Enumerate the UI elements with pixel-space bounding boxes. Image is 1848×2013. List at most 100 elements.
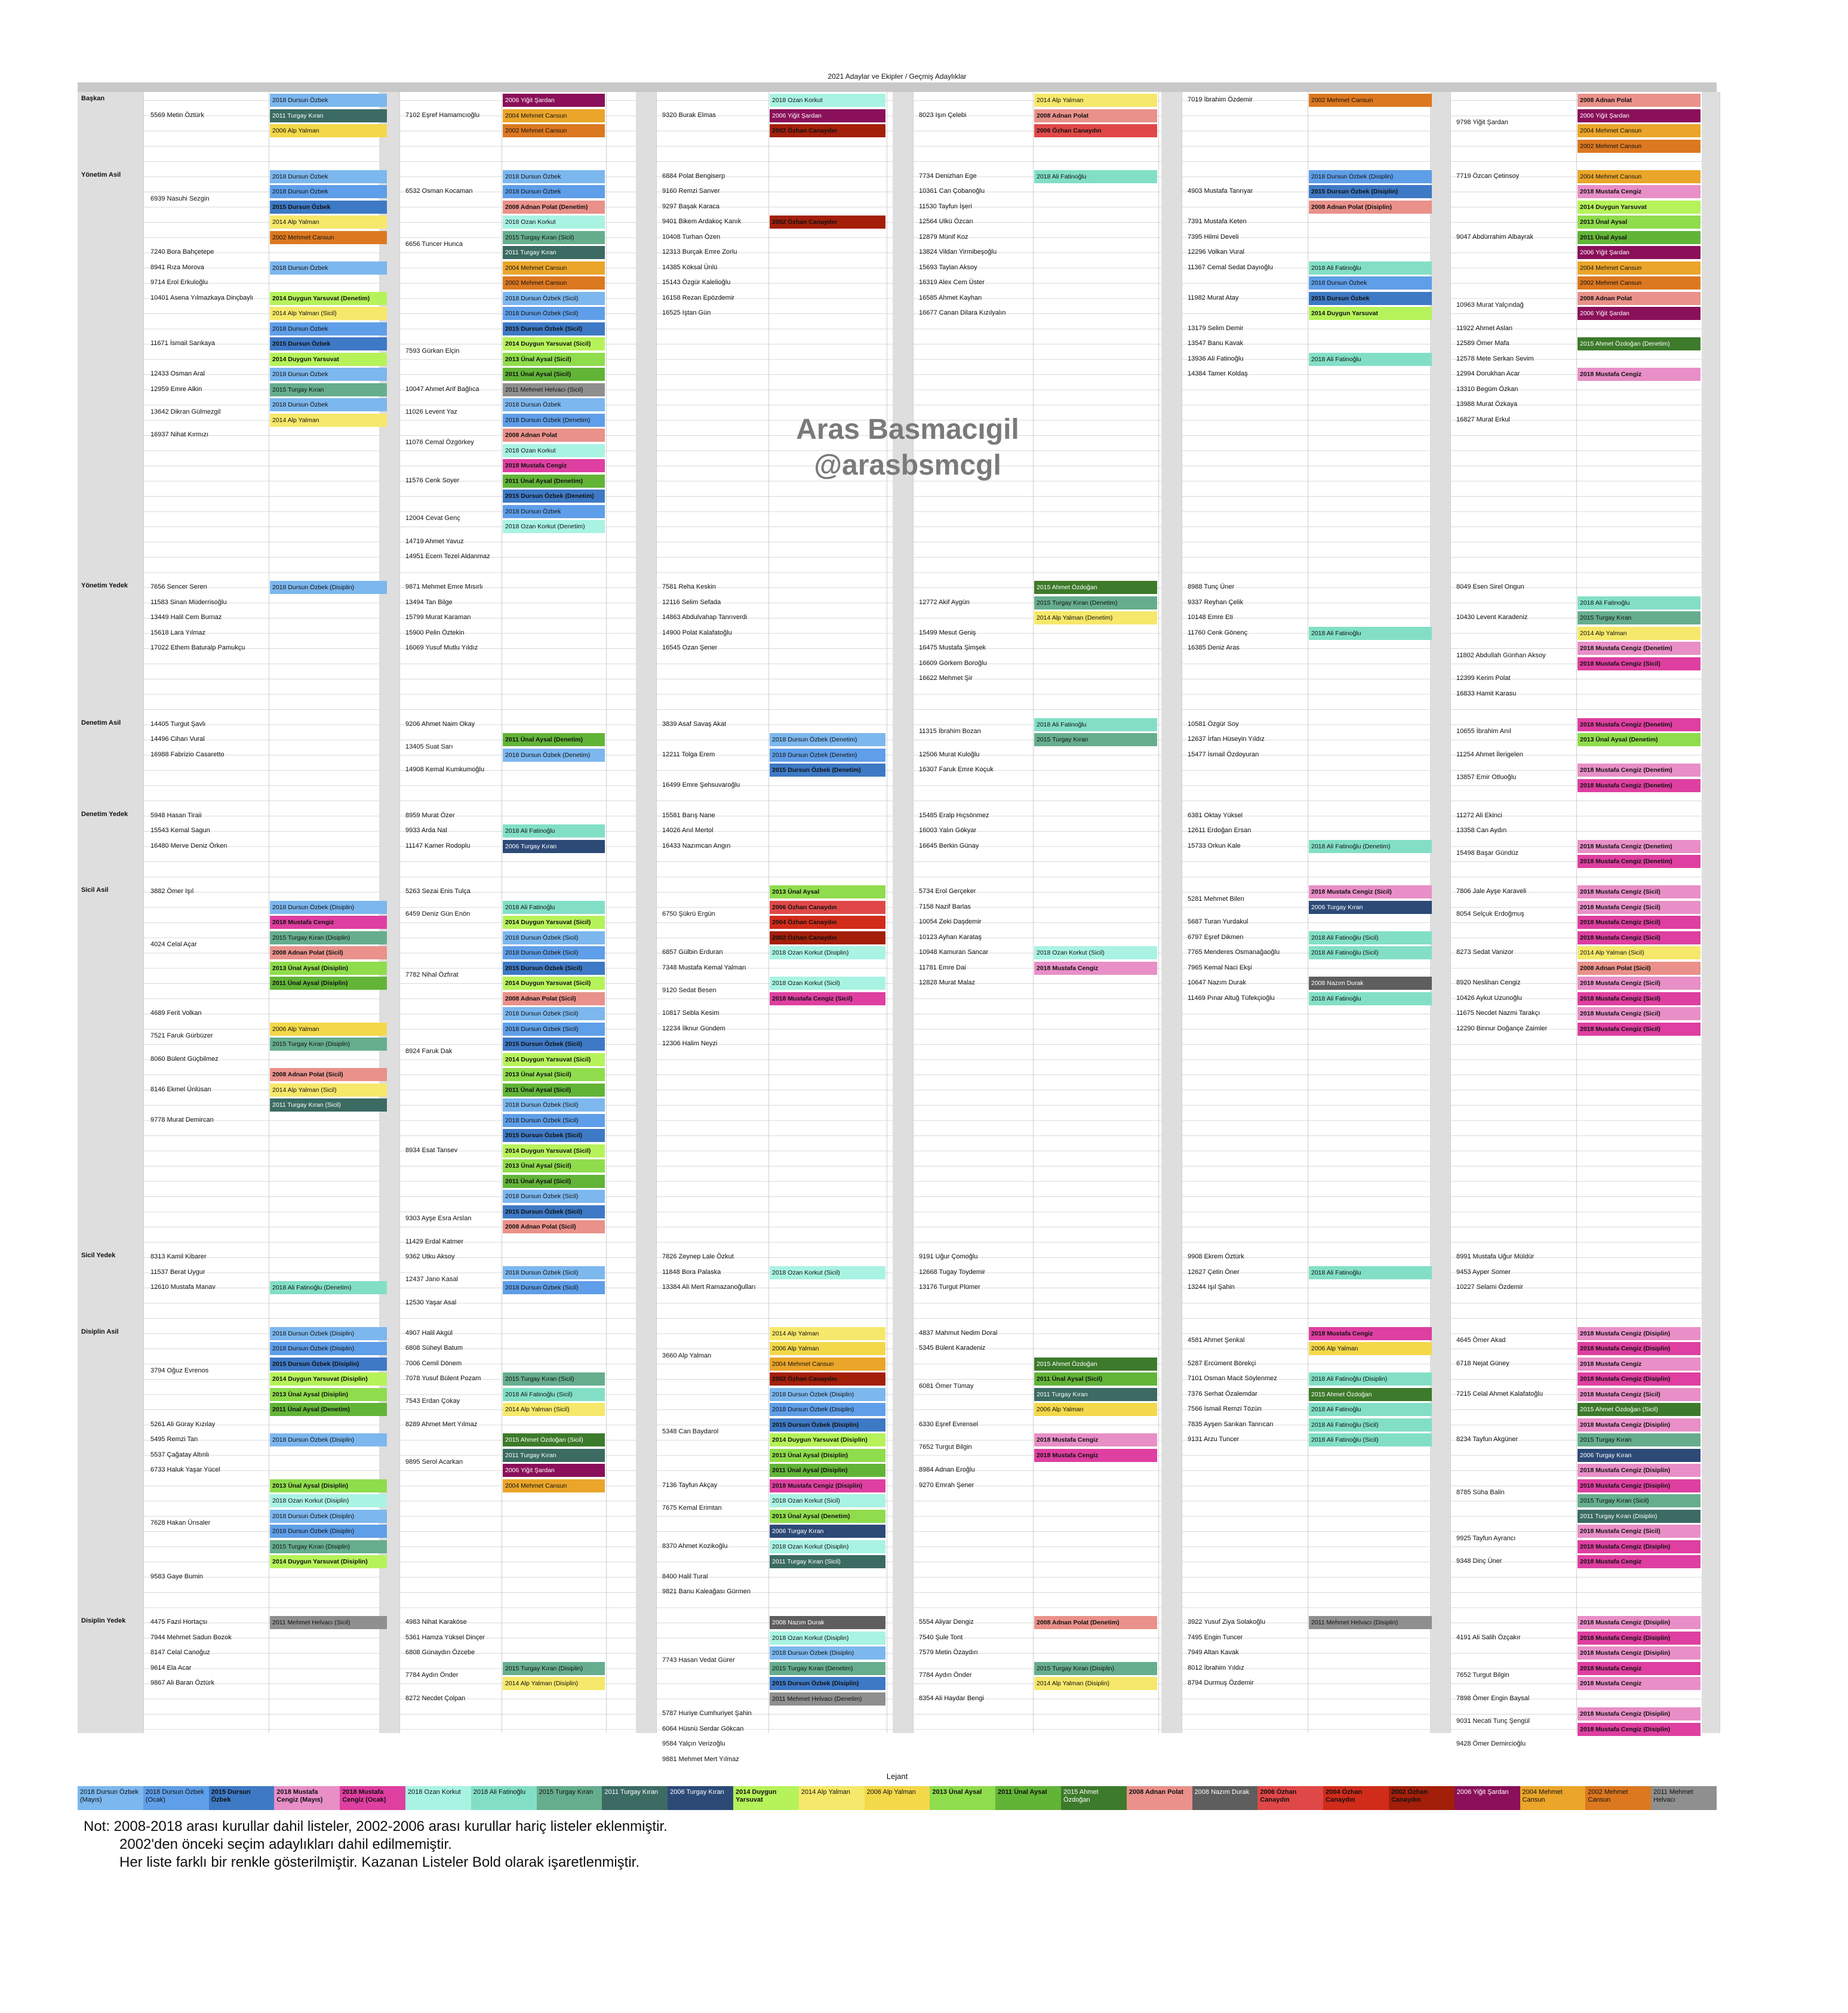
list-history-tag: 2014 Alp Yalman (Disiplin) <box>503 1677 605 1690</box>
list-history-tag: 2018 Ozan Korkut (Sicil) <box>770 1494 885 1507</box>
candidate-name: 14908 Kemal Kumkumoğlu <box>405 766 485 773</box>
list-history-tag: 2011 Ünal Aysal (Sicil) <box>1034 1372 1157 1386</box>
list-history-tag: 2006 Yiğit Şardan <box>1578 246 1701 259</box>
candidate-name: 8012 İbrahim Yıldız <box>1188 1664 1244 1672</box>
candidate-name: 12437 Jano Kasal <box>405 1276 459 1283</box>
candidate-name: 16645 Berkin Günay <box>919 842 979 849</box>
list-history-tag: 2002 Mehmet Cansun <box>270 230 387 244</box>
list-history-tag: 2002 Mehmet Cansun <box>503 276 605 290</box>
candidate-name: 7006 Cemil Dönem <box>405 1359 462 1367</box>
list-history-tag: 2018 Ali Fatinoğlu <box>1034 718 1157 731</box>
list-history-tag: 2006 Alp Yalman <box>270 1022 387 1036</box>
list-history-tag: 2015 Turgay Kıran (Sicil) <box>503 230 605 244</box>
candidate-name: 7566 İsmail Remzi Tözün <box>1188 1405 1262 1412</box>
candidate-name: 7158 Nazif Barlas <box>919 903 971 910</box>
candidate-name: 7102 Eşref Hamamcıoğlu <box>405 111 480 119</box>
candidate-name: 11583 Sinan Müderrisoğlu <box>150 598 227 606</box>
list-history-tag: 2004 Mehmet Cansun <box>1578 261 1701 275</box>
candidate-name: 9362 Utku Aksoy <box>405 1253 455 1260</box>
list-history-tag: 2015 Dursun Özbek (Disiplin) <box>270 1357 387 1371</box>
legend-item: 2018 Dursun Özbek (Mayıs) <box>78 1786 143 1810</box>
list-history-tag: 2014 Duygun Yarsuvat (Disiplin) <box>770 1433 885 1446</box>
candidate-name: 6733 Haluk Yaşar Yücel <box>150 1466 220 1473</box>
list-history-tag: 2018 Dursun Özbek (Sicil) <box>503 291 605 305</box>
candidate-name: 7101 Osman Macit Söylenmez <box>1188 1375 1277 1382</box>
list-history-tag: 2018 Dursun Özbek <box>270 398 387 411</box>
list-history-tag: 2013 Ünal Aysal (Sicil) <box>503 352 605 366</box>
name-column <box>1185 92 1308 1733</box>
legend-item: 2002 Özhan Canaydın <box>1388 1786 1455 1810</box>
candidate-name: 5263 Sezai Enis Tulça <box>405 888 471 895</box>
list-history-tag: 2011 Turgay Kıran <box>503 1448 605 1462</box>
list-history-tag: 2011 Turgay Kıran (Sicil) <box>770 1555 885 1568</box>
candidate-name: 16585 Ahmet Kayhan <box>919 294 982 301</box>
list-history-tag: 2011 Ünal Aysal (Denetim) <box>503 474 605 488</box>
list-history-tag: 2018 Dursun Özbek (Sicil) <box>503 1098 605 1112</box>
list-history-tag: 2018 Dursun Özbek <box>503 504 605 518</box>
list-history-tag: 2013 Ünal Aysal <box>1578 216 1701 229</box>
list-history-tag: 2018 Dursun Özbek <box>270 368 387 381</box>
candidate-name: 9297 Başak Karaca <box>662 202 720 210</box>
list-history-tag: 2018 Dursun Özbek (Sicil) <box>503 1113 605 1127</box>
list-history-tag: 2018 Dursun Özbek <box>503 185 605 198</box>
candidate-name: 16937 Nihat Kırmızı <box>150 431 209 438</box>
list-history-tag: 2006 Turgay Kıran <box>503 839 605 853</box>
list-history-tag: 2014 Duygun Yarsuvat (Disiplin) <box>270 1372 387 1386</box>
list-history-tag: 2002 Özhan Canaydın <box>770 124 885 137</box>
candidate-name: 8370 Ahmet Kozikoğlu <box>662 1542 728 1550</box>
candidate-name: 13244 Işıl Şahin <box>1188 1283 1235 1291</box>
list-history-tag: 2004 Mehmet Cansun <box>503 1479 605 1492</box>
candidate-name: 6808 Günaydın Özcebe <box>405 1649 475 1656</box>
candidate-name: 7656 Sencer Seren <box>150 583 207 590</box>
candidate-name: 15618 Lara Yılmaz <box>150 629 206 636</box>
list-history-tag: 2018 Dursun Özbek (Disiplin) <box>770 1403 885 1416</box>
candidate-name: 12506 Murat Kuloğlu <box>919 750 980 758</box>
list-history-tag: 2008 Nazım Durak <box>770 1616 885 1629</box>
candidate-name: 7835 Ayşen Sarıkan Tanrıcan <box>1188 1420 1274 1428</box>
legend-item: 2006 Yiğit Şardan <box>1454 1786 1520 1810</box>
list-history-tag: 2018 Mustafa Cengiz (Sicil) <box>1578 1007 1701 1020</box>
list-history-tag: 2018 Ozan Korkut <box>503 444 605 457</box>
candidate-name: 10148 Emre Eti <box>1188 614 1233 621</box>
candidate-name: 6750 Şükrü Ergün <box>662 910 715 918</box>
list-history-tag: 2018 Mustafa Cengiz (Disiplin) <box>1578 1372 1701 1386</box>
candidate-name: 13384 Ali Mert Ramazanoğulları <box>662 1283 756 1291</box>
list-history-tag: 2018 Ozan Korkut <box>770 94 885 107</box>
list-history-tag: 2013 Ünal Aysal (Disiplin) <box>270 1387 387 1401</box>
list-history-tag: 2018 Mustafa Cengiz <box>270 916 387 929</box>
candidate-name: 5687 Turan Yurdakul <box>1188 918 1249 925</box>
list-history-tag: 2018 Ali Fatinoğlu <box>503 824 605 838</box>
candidate-name: 6718 Nejat Güney <box>1456 1359 1509 1367</box>
list-history-tag: 2015 Turgay Kıran (Disiplin) <box>270 1540 387 1553</box>
candidate-name: 4024 Celal Açar <box>150 941 197 949</box>
candidate-name: 8400 Halil Tural <box>662 1572 708 1580</box>
section-label: Yönetim Asil <box>81 171 121 178</box>
candidate-name: 16833 Hamit Karasu <box>1456 690 1517 697</box>
candidate-name: 7784 Aydın Önder <box>405 1672 459 1679</box>
candidate-name: 15499 Mesut Geniş <box>919 629 976 636</box>
section-label: Yönetim Yedek <box>81 582 128 589</box>
candidate-name: 12627 Çetin Öner <box>1188 1268 1240 1276</box>
list-history-tag: 2015 Dursun Özbek (Sicil) <box>503 961 605 975</box>
list-history-tag: 2018 Mustafa Cengiz <box>1034 1433 1157 1446</box>
list-history-tag: 2015 Turgay Kıran <box>1578 1433 1701 1446</box>
candidate-name: 7543 Erdan Çokay <box>405 1398 460 1405</box>
legend-item: 2018 Ozan Korkut <box>405 1786 471 1810</box>
candidate-name: 11147 Kamer Rodoplu <box>405 842 471 849</box>
candidate-name: 9131 Arzu Tuncer <box>1188 1436 1240 1443</box>
candidate-name: 15485 Eralp Hıçsönmez <box>919 811 989 819</box>
list-history-tag: 2006 Turgay Kıran <box>1578 1448 1701 1462</box>
list-history-tag: 2011 Turgay Kıran <box>503 246 605 259</box>
candidate-name: 4983 Nihat Karaköse <box>405 1618 467 1626</box>
list-history-tag: 2018 Mustafa Cengiz (Sicil) <box>1578 916 1701 929</box>
candidate-name: 10817 Sebla Kesim <box>662 1009 719 1017</box>
list-history-tag: 2018 Ali Fatinoğlu (Sicil) <box>1309 1418 1432 1432</box>
candidate-name: 6330 Eşref Evrensel <box>919 1420 979 1428</box>
candidate-name: 11315 İbrahim Bozan <box>919 728 981 735</box>
list-history-tag: 2018 Mustafa Cengiz (Sicil) <box>1578 885 1701 898</box>
list-history-tag: 2018 Dursun Özbek (Sicil) <box>503 1022 605 1036</box>
list-history-tag: 2018 Dursun Özbek (Disiplin) <box>270 900 387 914</box>
candidate-name: 5537 Çağatay Altınlı <box>150 1451 210 1458</box>
list-history-tag: 2015 Turgay Kıran <box>1578 611 1701 624</box>
list-history-tag: 2011 Turgay Kıran <box>1034 1387 1157 1401</box>
